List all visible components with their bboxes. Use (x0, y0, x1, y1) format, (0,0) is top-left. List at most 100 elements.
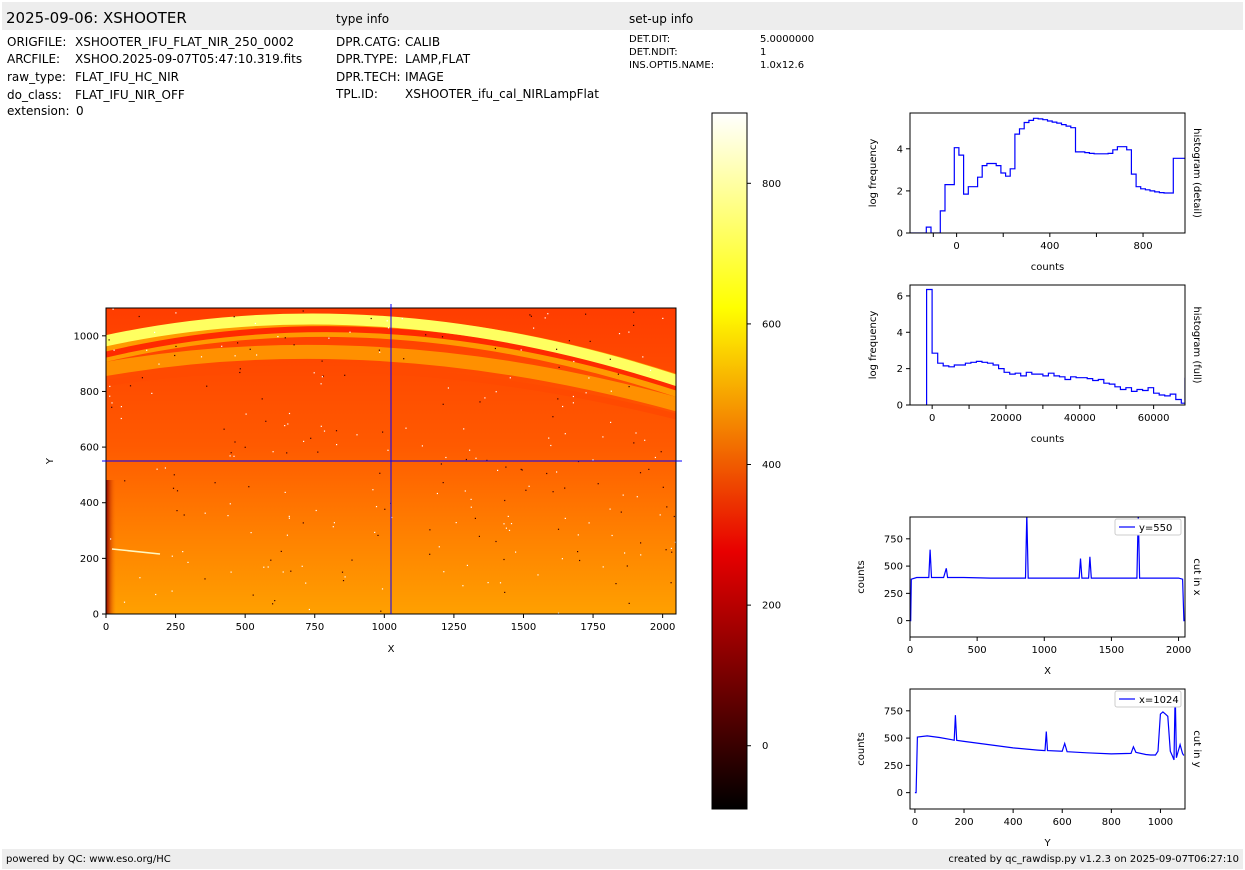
hot-pixel (401, 317, 403, 320)
hot-pixel (110, 538, 112, 540)
hot-pixel (245, 413, 247, 415)
hot-pixel (277, 336, 279, 338)
hot-pixel (377, 534, 379, 536)
hot-pixel (382, 431, 384, 433)
hot-pixel (436, 492, 438, 495)
hist-full-xtick-label: 60000 (1138, 413, 1170, 424)
hot-pixel (335, 430, 338, 432)
hot-pixel (244, 446, 246, 448)
hot-pixel (183, 514, 185, 516)
image-xtick-label: 1250 (441, 622, 466, 633)
hot-pixel (552, 491, 554, 493)
hot-pixel (610, 390, 612, 392)
hot-pixel (474, 517, 476, 519)
det-dit-value: 5.0000000 (760, 34, 815, 45)
hot-pixel (515, 551, 517, 553)
hot-pixel (425, 334, 427, 336)
hot-pixel (239, 368, 241, 370)
hot-pixel (187, 561, 189, 563)
hot-pixel (556, 471, 558, 473)
hot-pixel (154, 331, 156, 333)
hot-pixel (403, 358, 405, 360)
hot-pixel (602, 436, 604, 438)
hot-pixel (374, 531, 376, 533)
hot-pixel (497, 469, 499, 471)
cut-y-xtick-label: 0 (912, 817, 918, 828)
hot-pixel (520, 349, 522, 351)
image-ytick-label: 600 (80, 443, 99, 454)
hot-pixel (673, 515, 675, 518)
hot-pixel (568, 340, 570, 342)
cut-x-xtick-label: 1500 (1099, 645, 1124, 656)
hot-pixel (588, 377, 590, 379)
dpr-tech-value: IMAGE (405, 70, 444, 84)
cut-x-legend-box (1114, 518, 1182, 536)
hot-pixel (649, 369, 652, 371)
hot-pixel (293, 344, 295, 346)
hot-pixel (272, 603, 274, 605)
hot-pixel (286, 534, 288, 536)
hot-pixel (171, 590, 173, 592)
colorbar-axes: 0 200 400 600 800 (747, 179, 781, 752)
hot-pixel (370, 317, 372, 320)
hot-pixel (146, 349, 148, 351)
hot-pixel (589, 340, 591, 342)
hot-pixel (384, 508, 386, 510)
hot-pixel (227, 515, 229, 517)
hot-pixel (321, 376, 323, 378)
hist-detail-xlabel: counts (1031, 262, 1064, 273)
hot-pixel (505, 527, 507, 529)
hot-pixel (274, 600, 276, 602)
hot-pixel (443, 571, 445, 573)
hot-pixel (462, 585, 464, 587)
hot-pixel (233, 455, 235, 457)
hot-pixel (156, 468, 158, 470)
hot-pixel (391, 516, 393, 519)
hot-pixel (528, 485, 530, 487)
do-class-value: FLAT_IFU_NIR_OFF (75, 88, 185, 102)
hot-pixel (288, 515, 290, 517)
image-xtick-label: 500 (236, 622, 255, 633)
hot-pixel (521, 469, 523, 471)
hot-pixel (503, 523, 505, 525)
hot-pixel (379, 472, 381, 474)
hot-pixel (602, 566, 604, 568)
hot-pixel (609, 508, 611, 510)
image-xtick-label: 2000 (650, 622, 675, 633)
hot-pixel (270, 559, 272, 561)
image-axes: 0 250 500 750 1000 1250 1500 1750 2000 0 200 400 600… (45, 331, 675, 655)
hot-pixel (310, 437, 312, 439)
hot-pixel (267, 566, 269, 568)
bright-streak (111, 548, 161, 555)
hot-pixel (288, 412, 291, 415)
hot-pixel (620, 511, 622, 513)
hot-pixel (618, 333, 621, 335)
hot-pixel (313, 372, 315, 374)
hot-pixel (320, 383, 322, 385)
hot-pixel (333, 522, 335, 524)
hot-pixel (633, 311, 635, 313)
hot-pixel (585, 392, 587, 394)
hot-pixel (356, 434, 358, 436)
hot-pixel (640, 554, 642, 556)
hot-pixel (520, 468, 522, 470)
hot-pixel (445, 456, 447, 459)
hot-pixel (484, 397, 486, 399)
cut-x-ytick-label: 500 (884, 562, 903, 573)
image-ytick-label: 200 (80, 554, 99, 565)
hot-pixel (463, 428, 465, 430)
cut-y-ytick-label: 500 (884, 734, 903, 745)
dpr-type-key: DPR.TYPE: (336, 52, 398, 66)
hist-full-ytick-label: 2 (897, 364, 903, 375)
hot-pixel (466, 564, 468, 566)
setup-info-title: set-up info (629, 12, 694, 26)
hot-pixel (261, 398, 263, 400)
hot-pixel (429, 553, 431, 555)
hot-pixel (479, 401, 481, 403)
hot-pixels (108, 308, 676, 614)
hot-pixel (624, 552, 626, 554)
hot-pixel (671, 551, 673, 553)
hot-pixel (349, 331, 351, 333)
hot-pixel (464, 490, 466, 492)
hot-pixel (252, 594, 254, 596)
